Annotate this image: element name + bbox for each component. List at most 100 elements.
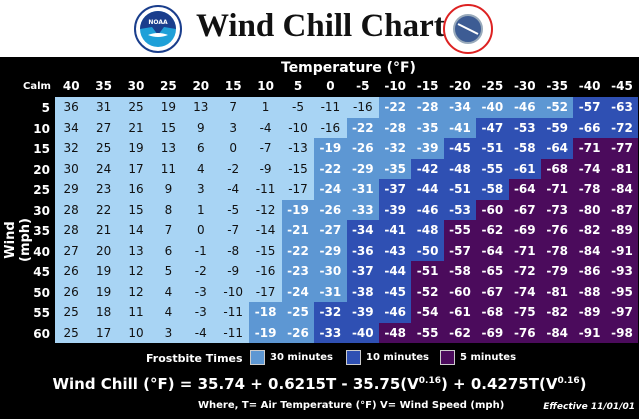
wind-chill-cell: -29 <box>314 240 347 261</box>
wind-chill-cell: -9 <box>249 158 282 179</box>
wind-chill-cell: 27 <box>87 117 120 138</box>
wind-speed-label: 15 <box>33 142 50 156</box>
wind-chill-cell: -28 <box>379 117 412 138</box>
wind-chill-cell: -12 <box>249 199 282 220</box>
wind-chill-cell: -91 <box>605 240 639 261</box>
wind-chill-cell: 3 <box>217 117 250 138</box>
wind-chill-cell: -40 <box>476 97 509 118</box>
wind-chill-cell: 6 <box>184 138 217 159</box>
wind-chill-cell: -91 <box>573 322 606 343</box>
temperature-header: 35 <box>95 79 112 93</box>
wind-chill-cell: -33 <box>346 199 379 220</box>
wind-speed-label: 60 <box>33 326 50 341</box>
wind-chill-table-panel: Temperature (°F) Calm 40 35 30 25 20 15 10 5 0 -5… <box>0 57 639 419</box>
temperature-header: -30 <box>513 79 536 93</box>
wind-chill-cell: 24 <box>87 158 120 179</box>
wind-chill-cell: 0 <box>184 220 217 241</box>
formula-definitions: Where, T= Air Temperature (°F) V= Wind S… <box>198 400 505 411</box>
legend-label: 5 minutes <box>460 352 517 363</box>
wind-chill-cell: 1 <box>249 97 282 118</box>
wind-chill-cell: 17 <box>119 158 153 179</box>
wind-chill-cell: -17 <box>249 281 282 302</box>
wind-chill-cell: -32 <box>379 138 412 159</box>
formula-part: ) <box>579 375 587 393</box>
temperature-header: -25 <box>481 79 504 93</box>
wind-chill-cell: -64 <box>508 179 541 200</box>
wind-chill-cell: -71 <box>541 179 574 200</box>
wind-chill-cell: -76 <box>541 220 574 241</box>
wind-chill-cell: 13 <box>119 240 153 261</box>
wind-chill-cell: -74 <box>573 158 606 179</box>
chart-title: Wind Chill Chart <box>196 8 445 44</box>
legend-item-30-min: 30 minutes <box>250 350 333 365</box>
temperature-header: 10 <box>257 79 274 93</box>
wind-chill-cell: -26 <box>346 138 379 159</box>
wind-chill-cell: 25 <box>55 302 88 323</box>
wind-speed-label: 30 <box>33 203 50 218</box>
wind-chill-cell: -23 <box>281 261 315 282</box>
wind-chill-cell: -39 <box>379 199 412 220</box>
wind-chill-cell: -31 <box>346 179 379 200</box>
wind-chill-cell: -51 <box>443 179 477 200</box>
temperature-header: 20 <box>192 79 210 93</box>
wind-chill-cell: -46 <box>411 199 444 220</box>
svg-text:NOAA: NOAA <box>148 19 168 26</box>
wind-chill-cell: -39 <box>411 138 444 159</box>
wind-chill-cell: 6 <box>152 240 185 261</box>
wind-chill-cell: 4 <box>152 281 185 302</box>
wind-chill-cell: -34 <box>346 220 379 241</box>
wind-chill-cell: -84 <box>605 179 639 200</box>
wind-chill-cell: -19 <box>314 138 347 159</box>
wind-chill-cell: -25 <box>281 302 315 323</box>
wind-chill-cell: -53 <box>508 117 541 138</box>
wind-chill-cell: -5 <box>217 199 250 220</box>
wind-chill-cell: -69 <box>476 322 509 343</box>
wind-chill-cell: -58 <box>476 179 509 200</box>
wind-chill-cell: -40 <box>346 322 379 343</box>
wind-chill-cell: 19 <box>87 281 120 302</box>
wind-chill-formula: Wind Chill (°F) = 35.74 + 0.6215T - 35.7… <box>0 375 639 393</box>
wind-chill-cell: 20 <box>87 240 120 261</box>
wind-chill-cell: -2 <box>184 261 217 282</box>
wind-chill-cell: -4 <box>184 322 217 343</box>
temperature-header: -15 <box>416 79 439 93</box>
wind-chill-cell: -52 <box>411 281 444 302</box>
wind-chill-cell: -28 <box>411 97 444 118</box>
wind-chill-cell: 27 <box>55 240 88 261</box>
wind-chill-cell: -87 <box>605 199 639 220</box>
wind-chill-cell: -81 <box>541 281 574 302</box>
wind-chill-cell: -51 <box>411 261 444 282</box>
wind-chill-cell: -60 <box>476 199 509 220</box>
wind-chill-cell: -52 <box>541 97 574 118</box>
wind-chill-cell: -31 <box>314 281 347 302</box>
wind-chill-cell: -4 <box>249 117 282 138</box>
wind-chill-cell: 15 <box>119 199 153 220</box>
wind-chill-cell: -14 <box>249 220 282 241</box>
wind-chill-cell: -16 <box>314 117 347 138</box>
wind-chill-cell: -27 <box>314 220 347 241</box>
wind-chill-cell: 25 <box>55 322 88 343</box>
temperature-header: -10 <box>384 79 407 93</box>
wind-speed-label: 25 <box>33 183 50 197</box>
legend-label: 30 minutes <box>270 352 333 363</box>
legend-swatch <box>440 350 455 365</box>
wind-chill-cell: -21 <box>281 220 315 241</box>
wind-chill-cell: -71 <box>573 138 606 159</box>
wind-chill-cell: 12 <box>119 261 153 282</box>
wind-chill-cell: 3 <box>184 179 217 200</box>
wind-speed-label: 45 <box>33 265 50 279</box>
wind-chill-cell: -11 <box>217 322 250 343</box>
wind-chill-cell: -57 <box>443 240 477 261</box>
wind-chill-cell: -47 <box>476 117 509 138</box>
wind-chill-cell: 25 <box>87 138 120 159</box>
wind-chill-cell: 15 <box>152 117 185 138</box>
wind-chill-cell: -66 <box>573 117 606 138</box>
wind-chill-cell: -26 <box>314 199 347 220</box>
wind-chill-cell: -79 <box>541 261 574 282</box>
wind-chill-cell: -11 <box>217 302 250 323</box>
wind-chill-cell: -82 <box>573 220 606 241</box>
wind-chill-cell: -78 <box>541 240 574 261</box>
wind-chill-cell: 26 <box>55 261 88 282</box>
wind-chill-cell: -82 <box>541 302 574 323</box>
wind-chill-cell: 9 <box>184 117 217 138</box>
